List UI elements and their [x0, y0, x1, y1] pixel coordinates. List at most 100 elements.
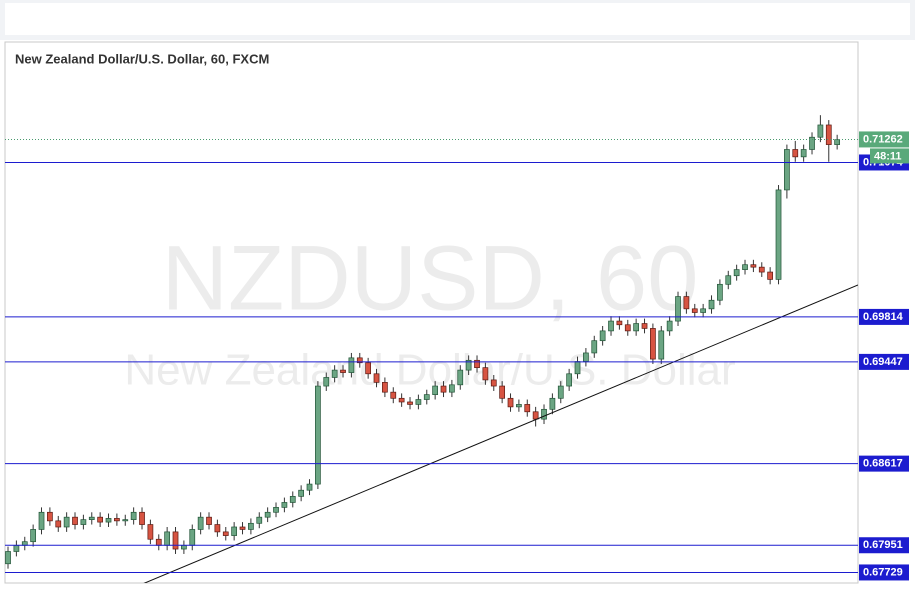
candle-body — [398, 397, 405, 403]
candle-body — [122, 519, 129, 522]
candle-body — [784, 149, 790, 191]
price-label: 0.67729 — [863, 566, 903, 578]
candle-body — [88, 516, 95, 520]
candle-body — [63, 516, 70, 528]
candle-body — [114, 518, 120, 522]
candle-body — [440, 385, 447, 393]
candle-body — [164, 531, 171, 546]
candle-body — [591, 340, 598, 354]
candle-body — [256, 516, 263, 524]
candle-body — [641, 323, 648, 329]
price-label-bg — [859, 353, 909, 370]
candle-body — [214, 524, 221, 533]
price-label-bg — [859, 564, 909, 581]
last-price-bg — [859, 131, 909, 148]
candle-body — [315, 385, 321, 485]
candle-body — [222, 531, 229, 536]
candle-body — [289, 495, 296, 503]
chart-title: New Zealand Dollar/U.S. Dollar, 60, FXCM — [15, 51, 269, 66]
candle-body — [432, 385, 439, 395]
candle-body — [809, 136, 815, 150]
candle-body — [700, 308, 707, 313]
candle-body — [340, 369, 346, 373]
candle-body — [633, 323, 640, 332]
candle-body — [516, 404, 522, 408]
candle-body — [206, 516, 212, 525]
candle-body — [691, 308, 698, 313]
candle-body — [323, 377, 330, 387]
candle-body — [817, 124, 824, 138]
candle-body — [583, 352, 589, 362]
candle-body — [767, 271, 774, 280]
candle-body — [13, 545, 20, 552]
candle-body — [365, 362, 372, 375]
axes: 0.710740.698140.694470.686170.679510.677… — [859, 131, 909, 581]
toolbar-panel — [5, 3, 910, 35]
candle-body — [356, 357, 363, 364]
candle-body — [239, 526, 246, 530]
candle-body — [72, 516, 78, 525]
candle-body — [733, 269, 740, 277]
candle-body — [105, 518, 112, 523]
candle-body — [507, 397, 514, 408]
candle-body — [155, 538, 162, 546]
trendline — [143, 284, 858, 583]
price-label: 0.68617 — [863, 458, 903, 470]
candle-body — [390, 391, 397, 399]
candle-body — [281, 502, 288, 508]
candle-body — [465, 359, 472, 371]
candle-body — [5, 551, 11, 565]
candle-body — [273, 507, 279, 513]
candle-body — [415, 399, 422, 405]
candle-body — [189, 529, 196, 546]
candle-body — [499, 385, 506, 399]
candle-body — [549, 397, 556, 410]
candle-body — [557, 385, 564, 399]
price-label-bg — [859, 455, 909, 472]
candle-body — [47, 511, 53, 522]
candle-body — [742, 264, 748, 270]
price-label-bg — [859, 308, 909, 325]
candle-body — [457, 369, 464, 386]
price-label: 0.67951 — [863, 539, 903, 551]
candle-body — [599, 330, 606, 342]
candle-body — [524, 404, 531, 413]
candle-body — [298, 489, 305, 497]
candle-body — [566, 373, 573, 387]
candle-body — [181, 545, 187, 550]
candle-body — [666, 320, 673, 332]
candle-body — [423, 394, 430, 400]
candle-body — [792, 149, 799, 158]
candle-body — [608, 320, 614, 332]
candle-body — [725, 275, 732, 285]
candle-body — [825, 124, 832, 145]
candle-body — [834, 139, 841, 145]
candle-body — [474, 359, 480, 369]
candle-body — [407, 401, 413, 405]
candle-body — [658, 330, 665, 360]
candle-body — [482, 367, 489, 381]
candle-body — [139, 511, 145, 525]
price-label: 0.69814 — [863, 311, 904, 323]
candle-body — [541, 408, 547, 420]
candle-body — [775, 189, 782, 280]
candle-body — [717, 283, 723, 301]
candle-body — [490, 379, 497, 387]
candle-body — [348, 357, 355, 373]
candle-body — [38, 511, 45, 530]
candle-body — [55, 520, 62, 528]
candle-body — [683, 296, 690, 310]
candle-body — [172, 531, 179, 550]
candle-body — [574, 361, 581, 375]
candle-body — [758, 266, 765, 273]
candle-body — [373, 373, 380, 383]
countdown-bg — [870, 148, 909, 164]
candle-body — [708, 299, 715, 310]
candle-body — [80, 519, 87, 525]
candle-body — [750, 264, 757, 268]
price-label: 0.69447 — [863, 356, 903, 368]
last-price-label: 0.71262 — [863, 133, 903, 145]
candle-body — [800, 149, 807, 158]
